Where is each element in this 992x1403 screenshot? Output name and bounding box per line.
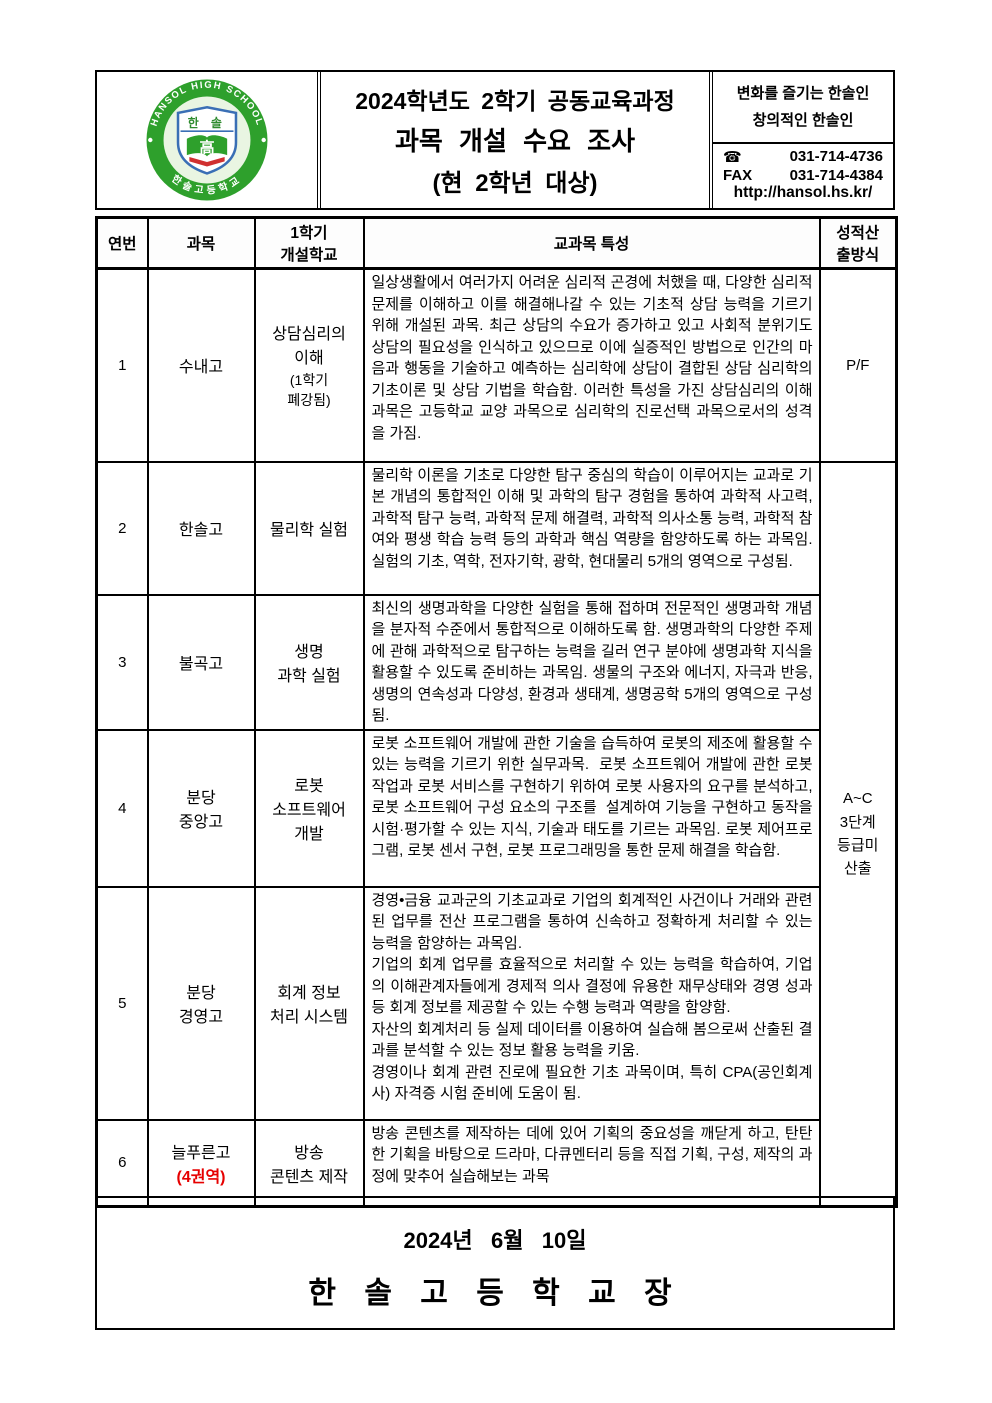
row-school: 분당 경영고 [146, 885, 256, 1121]
subject-note: (1학기 폐강됨) [287, 371, 331, 409]
website-row: http://hansol.hs.kr/ [723, 184, 883, 202]
merged-grading-cell: A~C 3단계 등급미 산출 [818, 460, 898, 1208]
fax-label: FAX [723, 166, 753, 184]
row-description: 일상생활에서 여러가지 어려운 심리적 곤경에 처했을 때, 다양한 심리적 문… [362, 267, 821, 463]
issue-date: 2024년 6월 10일 [403, 1228, 587, 1253]
row-school: 늘푸른고 (4권역) [146, 1118, 256, 1208]
row-subject: 로봇 소프트웨어 개발 [253, 728, 365, 888]
document-footer: 2024년 6월 10일 한 솔 고 등 학 교 장 [95, 1196, 895, 1330]
phone-row: ☎ 031-714-4736 [723, 148, 883, 166]
table-row: 6 늘푸른고 (4권역) 방송 콘텐츠 제작 방송 콘텐츠를 제작하는 데에 있… [95, 1118, 897, 1208]
table-row: 2 한솔고 물리학 실험 물리학 이론을 기초로 다양한 탐구 중심의 학습이 … [95, 460, 898, 1208]
row-description: 최신의 생명과학을 다양한 실험을 통해 접하며 전문적인 생명과학 개념을 분… [362, 593, 821, 731]
contact-details: ☎ 031-714-4736 FAX 031-714-4384 http://h… [713, 144, 893, 208]
row-school: 한솔고 [146, 460, 256, 596]
header-no: 연번 [95, 216, 149, 270]
row-school: 불곡고 [146, 593, 256, 731]
table-row: 3 불곡고 생명 과학 실험 최신의 생명과학을 다양한 실험을 통해 접하며 … [95, 593, 897, 731]
slogan-line2: 창의적인 한솔인 [752, 112, 854, 129]
school-slogan: 변화를 즐기는 한솔인 창의적인 한솔인 [713, 72, 893, 144]
row-subject: 상담심리의 이해 (1학기 폐강됨) [253, 267, 365, 463]
table-row: 4 분당 중앙고 로봇 소프트웨어 개발 로봇 소프트웨어 개발에 관한 기술을… [95, 728, 897, 888]
row-number: 5 [95, 885, 149, 1121]
row-subject: 회계 정보 처리 시스템 [253, 885, 365, 1121]
table-row: 5 분당 경영고 회계 정보 처리 시스템 경영•금융 교과군의 기초교과로 기… [95, 885, 897, 1121]
title-section: 2024학년도 2학기 공동교육과정 과목 개설 수요 조사 (현 2학년 대상… [321, 72, 709, 208]
row-number: 4 [95, 728, 149, 888]
course-table: 연번 과목 1학기 개설학교 교과목 특성 성적산 출방식 1 수내고 상담심리… [95, 216, 898, 1208]
row-description: 방송 콘텐츠를 제작하는 데에 있어 기획의 중요성을 깨닫게 하고, 탄탄한 … [362, 1118, 821, 1208]
document-header: HANSOL HIGH SCHOOL 한솔고등학교 한 솔 高 2024학년도 … [95, 70, 895, 210]
contact-info-section: 변화를 즐기는 한솔인 창의적인 한솔인 ☎ 031-714-4736 FAX … [709, 72, 893, 208]
row-school: 수내고 [146, 267, 256, 463]
header-description: 교과목 특성 [362, 216, 821, 270]
header-school: 1학기 개설학교 [253, 216, 365, 270]
document-title-line1: 2024학년도 2학기 공동교육과정 [355, 88, 675, 114]
school-zone-note: (4권역) [176, 1168, 226, 1186]
shield-top-text: 한 솔 [188, 115, 227, 130]
document-title-line2: 과목 개설 수요 조사 [394, 126, 636, 156]
row-description: 로봇 소프트웨어 개발에 관한 기술을 습득하여 로봇의 제조에 활용할 수 있… [362, 728, 821, 888]
row-subject: 생명 과학 실험 [253, 593, 365, 731]
logo-section: HANSOL HIGH SCHOOL 한솔고등학교 한 솔 高 [97, 72, 321, 208]
row-school: 분당 중앙고 [146, 728, 256, 888]
slogan-line1: 변화를 즐기는 한솔인 [736, 85, 870, 102]
phone-number: 031-714-4736 [789, 148, 883, 166]
row-number: 3 [95, 593, 149, 731]
school-seal-icon: HANSOL HIGH SCHOOL 한솔고등학교 한 솔 高 [146, 79, 268, 201]
row-subject: 물리학 실험 [253, 460, 365, 596]
row-description: 경영•금융 교과군의 기초교과로 기업의 회계적인 사건이나 거래와 관련된 업… [362, 885, 821, 1121]
principal-signature: 한 솔 고 등 학 교 장 [308, 1277, 682, 1310]
school-name: 늘푸른고 [171, 1144, 231, 1162]
website-url: http://hansol.hs.kr/ [733, 184, 873, 202]
shield-center-text: 高 [199, 139, 214, 157]
row-description: 물리학 이론을 기초로 다양한 탐구 중심의 학습이 이루어지는 교과로 기본 … [362, 460, 821, 596]
header-subject: 과목 [146, 216, 256, 270]
document-title-line3: (현 2학년 대상) [432, 170, 598, 197]
row-grading: P/F [818, 267, 898, 463]
header-grading: 성적산 출방식 [818, 216, 898, 270]
row-subject: 방송 콘텐츠 제작 [253, 1118, 365, 1208]
phone-icon: ☎ [723, 148, 742, 166]
fax-number: 031-714-4384 [789, 166, 883, 184]
fax-row: FAX 031-714-4384 [723, 167, 883, 184]
table-row: 1 수내고 상담심리의 이해 (1학기 폐강됨) 일상생활에서 여러가지 어려운… [95, 267, 898, 463]
table-header-row: 연번 과목 1학기 개설학교 교과목 특성 성적산 출방식 [95, 216, 898, 270]
row-number: 1 [95, 267, 149, 463]
subject-name: 상담심리의 이해 [272, 325, 346, 367]
row-number: 2 [95, 460, 149, 596]
row-number: 6 [95, 1118, 149, 1208]
